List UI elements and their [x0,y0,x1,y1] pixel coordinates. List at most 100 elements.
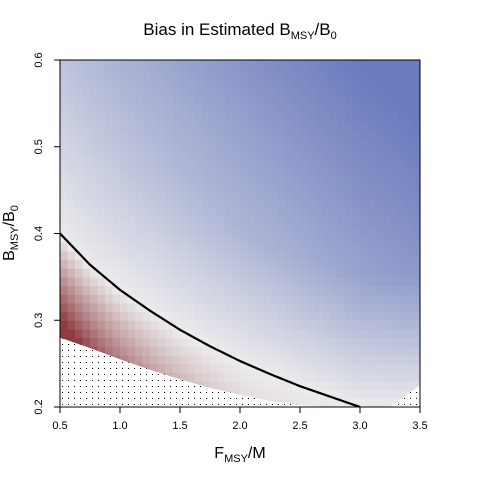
heatmap-cell [247,129,256,139]
heatmap-cell [322,250,331,261]
heatmap-cell [172,311,181,321]
heatmap-cell [337,77,346,87]
heatmap-cell [232,233,241,243]
heatmap-cell [367,190,376,200]
heatmap-cell [172,250,181,261]
heatmap-cell [82,138,91,148]
heatmap-cell [382,155,391,165]
heatmap-cell [67,190,76,200]
heatmap-cell [390,172,399,183]
heatmap-cell [285,372,294,382]
heatmap-cell [120,302,129,313]
heatmap-cell [210,285,219,295]
heatmap-cell [262,164,271,174]
heatmap-cell [337,354,346,365]
heatmap-cell [217,86,226,96]
heatmap-cell [202,328,211,339]
heatmap-cell [90,138,99,148]
heatmap-cell [337,242,346,252]
heatmap-cell [112,320,121,330]
heatmap-cell [165,285,174,295]
heatmap-cell [412,216,420,226]
heatmap-cell [307,259,316,269]
heatmap-cell [187,146,196,157]
heatmap-cell [360,259,369,269]
heatmap-cell [300,372,309,382]
heatmap-cell [135,302,144,313]
heatmap-cell [375,198,384,209]
heatmap-cell [202,372,211,382]
heatmap-cell [352,172,361,183]
heatmap-cell [360,320,369,330]
heatmap-cell [135,285,144,295]
heatmap-cell [240,285,249,295]
heatmap-cell [120,242,129,252]
heatmap-cell [67,112,76,122]
heatmap-cell [232,380,241,391]
heatmap-cell [217,311,226,321]
heatmap-cell [352,60,361,70]
heatmap-cell [67,207,76,217]
heatmap-cell [277,302,286,313]
heatmap-cell [135,268,144,278]
heatmap-cell [322,311,331,321]
heatmap-cell [172,155,181,165]
heatmap-cell [247,164,256,174]
heatmap-cell [345,207,354,217]
heatmap-cell [292,233,301,243]
heatmap-cell [120,146,129,157]
heatmap-cell [240,302,249,313]
heatmap-cell [180,363,189,373]
heatmap-cell [165,181,174,191]
y-label-mid: /B [1,211,18,226]
heatmap-cell [127,129,136,139]
heatmap-cell [67,181,76,191]
heatmap-cell [105,250,114,261]
heatmap-cell [300,320,309,330]
heatmap-cell [195,294,204,304]
heatmap-cell [165,363,174,373]
heatmap-cell [307,129,316,139]
heatmap-cell [97,337,106,347]
heatmap-cell [180,285,189,295]
heatmap-cell [75,337,84,347]
heatmap-cell [367,233,376,243]
heatmap-cell [105,198,114,209]
heatmap-cell [60,112,69,122]
heatmap-cell [210,164,219,174]
heatmap-cell [277,86,286,96]
heatmap-cell [277,155,286,165]
heatmap-cell [397,389,406,399]
heatmap-cell [240,363,249,373]
heatmap-cell [345,138,354,148]
heatmap-cell [210,103,219,113]
heatmap-cell [315,138,324,148]
heatmap-cell [142,181,151,191]
heatmap-cell [330,77,339,87]
heatmap-cell [240,60,249,70]
heatmap-cell [315,398,324,407]
heatmap-cell [307,224,316,235]
heatmap-cell [195,94,204,104]
heatmap-cell [75,190,84,200]
heatmap-cell [105,103,114,113]
heatmap-cell [315,380,324,391]
heatmap-cell [75,224,84,235]
heatmap-cell [180,190,189,200]
heatmap-cell [300,380,309,391]
heatmap-cell [60,259,69,269]
heatmap-cell [202,268,211,278]
heatmap-cell [142,346,151,356]
heatmap-cell [367,363,376,373]
heatmap-cell [240,380,249,391]
heatmap-cell [277,337,286,347]
heatmap-cell [67,120,76,131]
heatmap-cell [142,172,151,183]
heatmap-cell [292,138,301,148]
heatmap-cell [345,190,354,200]
heatmap-cell [322,380,331,391]
heatmap-cell [337,198,346,209]
heatmap-cell [150,86,159,96]
heatmap-cell [142,276,151,287]
heatmap-cell [210,337,219,347]
